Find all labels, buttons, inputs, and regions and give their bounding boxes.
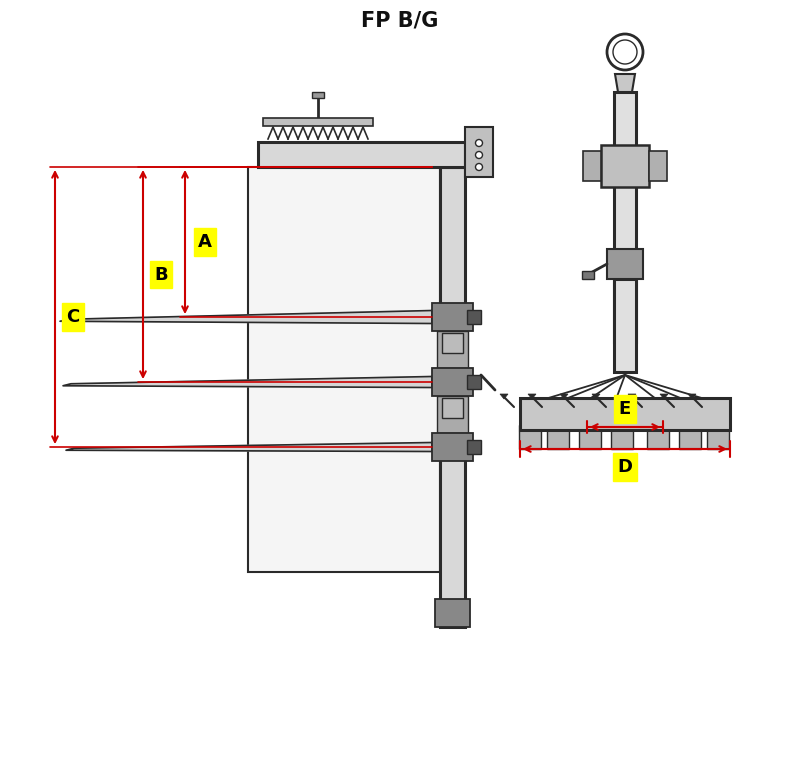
Bar [432,303,473,331]
Bar [465,127,493,177]
Polygon shape [528,394,536,399]
Circle shape [475,164,482,170]
Bar [649,151,667,181]
Polygon shape [66,443,432,451]
Polygon shape [688,394,696,399]
Polygon shape [660,394,668,399]
Text: A: A [198,233,212,251]
Bar [437,396,468,433]
Bar [547,425,569,449]
Text: E: E [619,400,631,418]
Bar [467,310,481,324]
Bar [248,167,440,572]
Bar [432,368,473,396]
Bar [679,425,701,449]
Bar [258,142,465,167]
Bar [442,398,463,418]
Bar [440,167,465,627]
Polygon shape [592,394,600,399]
Polygon shape [60,310,432,323]
Bar [579,425,601,449]
Bar [263,118,373,126]
Bar [520,398,730,430]
Polygon shape [560,394,568,399]
Bar [647,425,669,449]
Polygon shape [63,376,432,388]
Bar [601,145,649,187]
Text: D: D [618,458,633,476]
Bar [611,425,633,449]
Bar [519,425,541,449]
Circle shape [607,34,643,70]
Bar [312,92,324,98]
Bar [582,271,594,279]
Circle shape [475,151,482,158]
Text: FP B/G: FP B/G [362,10,438,30]
Bar [442,333,463,353]
Bar [707,425,729,449]
Bar [437,331,468,368]
Circle shape [475,139,482,147]
Text: B: B [154,266,168,284]
Bar [435,599,470,627]
Polygon shape [628,394,636,399]
Bar [583,151,601,181]
Bar [467,375,481,389]
Bar [432,433,473,461]
Text: C: C [66,308,80,326]
Circle shape [613,40,637,64]
Bar [607,249,643,279]
Polygon shape [615,74,635,92]
Bar [614,92,636,342]
Bar [614,279,636,372]
Polygon shape [500,394,508,399]
Bar [467,440,481,454]
